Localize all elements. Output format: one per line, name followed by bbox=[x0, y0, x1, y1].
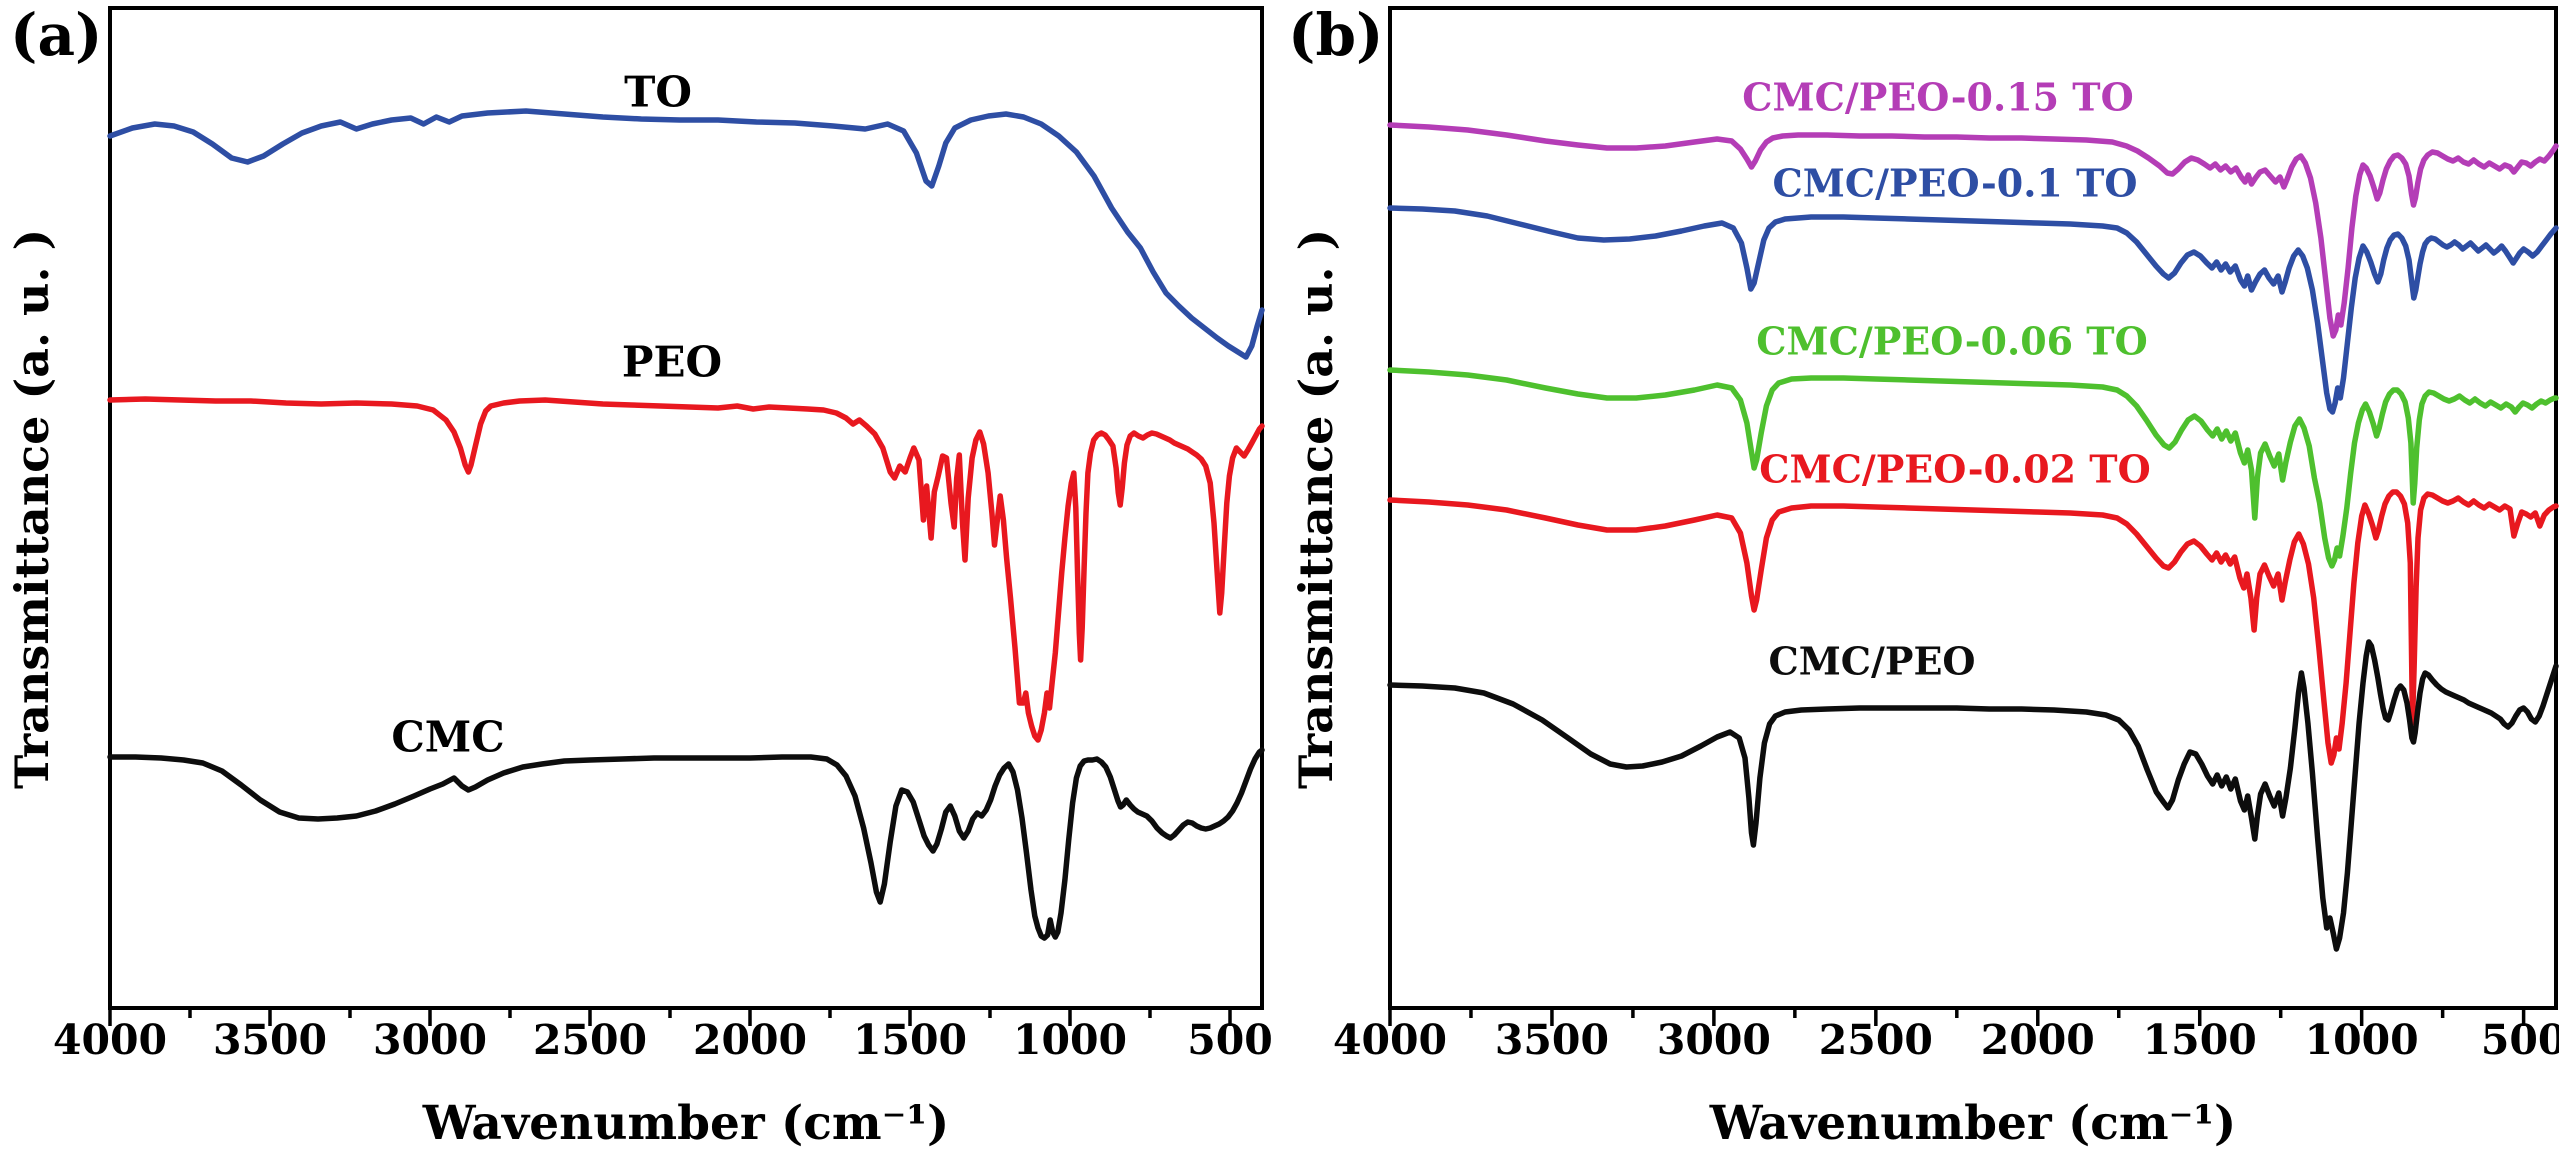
panel-b-x-axis-title: Wavenumber (cm⁻¹) bbox=[1709, 1096, 2237, 1151]
panel-a-y-axis-label: Transmittance (a. u. ) bbox=[5, 228, 59, 789]
spectrum-curve-cmc-peo-0.15-to bbox=[1387, 122, 2559, 339]
x-tick-label: 1000 bbox=[2304, 1016, 2419, 1064]
spectrum-curve-cmc-peo-0.1-to bbox=[1387, 205, 2559, 415]
series-label: CMC/PEO-0.06 TO bbox=[1756, 318, 2148, 364]
x-tick-label: 3500 bbox=[212, 1016, 328, 1064]
series-label: CMC/PEO-0.15 TO bbox=[1742, 74, 2134, 120]
series-label: TO bbox=[624, 67, 692, 117]
spectrum-curve-to bbox=[107, 108, 1265, 360]
x-tick-label: 2000 bbox=[692, 1016, 808, 1064]
series-label: PEO bbox=[621, 337, 723, 387]
panel-a-letter: (a) bbox=[10, 1, 103, 69]
x-tick-label: 3500 bbox=[1494, 1016, 1609, 1064]
panel-b-y-axis-label: Transmittance (a. u. ) bbox=[1289, 228, 1343, 789]
spectrum-curve-cmc-peo bbox=[1387, 639, 2559, 952]
x-tick-label: 1500 bbox=[2142, 1016, 2257, 1064]
x-tick-label: 3000 bbox=[1656, 1016, 1771, 1064]
spectrum-curve-cmc-peo-0.06-to bbox=[1387, 367, 2559, 569]
spectrum-curve-cmc-peo-0.02-to bbox=[1387, 489, 2559, 766]
x-tick-label: 1000 bbox=[1012, 1016, 1128, 1064]
x-tick-label: 1500 bbox=[852, 1016, 968, 1064]
x-ticks-panel-1 bbox=[1388, 1008, 2526, 1026]
series-label: CMC/PEO-0.1 TO bbox=[1772, 160, 2138, 206]
x-tick-label: 2000 bbox=[1980, 1016, 2095, 1064]
series-label: CMC bbox=[391, 712, 505, 762]
x-tick-label: 500 bbox=[2480, 1016, 2559, 1064]
axis-frame-panel-0 bbox=[108, 6, 1264, 1010]
series-label: CMC/PEO bbox=[1768, 638, 1976, 684]
x-tick-label: 4000 bbox=[52, 1016, 168, 1064]
panel-a-x-axis-title: Wavenumber (cm⁻¹) bbox=[422, 1096, 950, 1151]
panel-b-letter: (b) bbox=[1288, 1, 1384, 69]
x-tick-label: 2500 bbox=[532, 1016, 648, 1064]
x-tick-label: 500 bbox=[1187, 1016, 1273, 1064]
series-label: CMC/PEO-0.02 TO bbox=[1759, 446, 2151, 492]
x-ticks-panel-0 bbox=[108, 1008, 1232, 1026]
x-tick-label: 4000 bbox=[1332, 1016, 1448, 1064]
x-tick-label: 3000 bbox=[372, 1016, 488, 1064]
spectrum-curve-peo bbox=[107, 396, 1265, 743]
spectrum-curve-cmc bbox=[107, 747, 1265, 941]
x-tick-label: 2500 bbox=[1818, 1016, 1933, 1064]
